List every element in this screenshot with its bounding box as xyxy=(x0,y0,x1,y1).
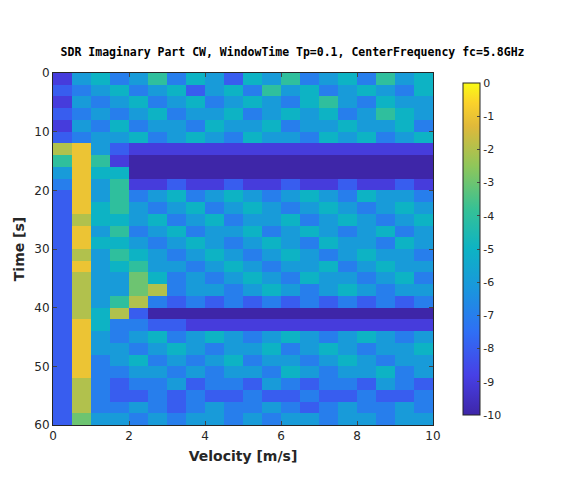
svg-text:2: 2 xyxy=(125,429,133,443)
svg-text:0: 0 xyxy=(42,66,50,80)
svg-text:40: 40 xyxy=(34,301,49,315)
svg-text:-5: -5 xyxy=(483,243,494,256)
svg-text:Velocity [m/s]: Velocity [m/s] xyxy=(189,448,298,464)
svg-text:Time [s]: Time [s] xyxy=(11,217,27,281)
svg-text:-9: -9 xyxy=(483,376,494,389)
svg-text:-3: -3 xyxy=(483,176,494,189)
svg-text:-8: -8 xyxy=(483,342,494,355)
svg-text:-7: -7 xyxy=(483,309,494,322)
svg-text:-1: -1 xyxy=(483,110,494,123)
svg-text:60: 60 xyxy=(34,418,49,432)
svg-text:0: 0 xyxy=(483,77,490,90)
svg-text:20: 20 xyxy=(34,184,49,198)
svg-text:8: 8 xyxy=(353,429,361,443)
svg-text:4: 4 xyxy=(201,429,209,443)
svg-text:50: 50 xyxy=(34,360,49,374)
svg-text:-10: -10 xyxy=(483,409,501,422)
svg-text:-6: -6 xyxy=(483,276,494,289)
svg-text:-2: -2 xyxy=(483,143,494,156)
svg-text:6: 6 xyxy=(277,429,285,443)
svg-text:SDR Imaginary Part CW, WindowT: SDR Imaginary Part CW, WindowTime Tp=0.1… xyxy=(61,45,525,59)
svg-text:10: 10 xyxy=(425,429,440,443)
svg-text:30: 30 xyxy=(34,242,49,256)
svg-text:0: 0 xyxy=(49,429,57,443)
svg-text:-4: -4 xyxy=(483,210,494,223)
svg-text:10: 10 xyxy=(34,125,49,139)
